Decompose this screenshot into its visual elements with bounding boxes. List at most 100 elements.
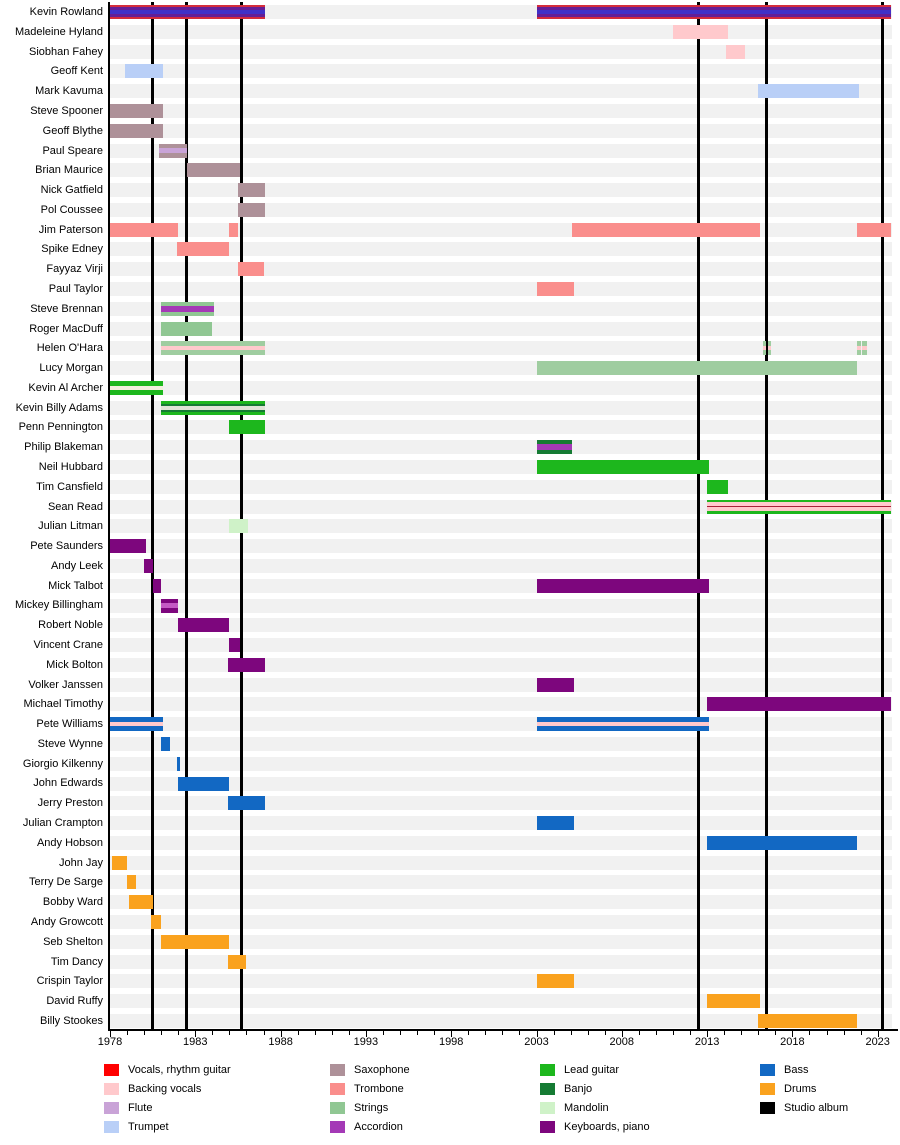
legend-swatch-mandolin — [540, 1102, 555, 1114]
timeline-bar — [536, 677, 575, 692]
legend-swatch-trombone — [330, 1083, 345, 1095]
legend-label: Studio album — [784, 1102, 849, 1114]
member-label: Philip Blakeman — [24, 441, 103, 454]
timeline-bar — [110, 717, 163, 732]
member-label: Penn Pennington — [18, 421, 103, 434]
timeline-bar — [763, 341, 767, 356]
bar-stripe-flute — [159, 147, 187, 154]
bar-stripe-strings_light — [763, 341, 767, 347]
bar-stripe-keys — [152, 578, 162, 593]
bar-stripe-trombone — [536, 282, 575, 297]
timeline-bar — [229, 638, 240, 653]
legend-swatch-album — [760, 1102, 775, 1114]
studio-album-line — [185, 2, 189, 1029]
timeline-bar — [178, 776, 230, 791]
legend-label: Backing vocals — [128, 1083, 202, 1095]
bar-stripe-lead — [229, 420, 266, 435]
bar-stripe-bass — [161, 736, 170, 751]
bar-stripe-backing — [110, 722, 163, 727]
bar-stripe-keys — [178, 618, 230, 633]
timeline-bar — [767, 341, 771, 356]
row-lane — [110, 756, 892, 771]
member-label: Siobhan Fahey — [29, 45, 103, 58]
axis-tick-label: 1993 — [353, 1036, 379, 1048]
axis-minor-tick — [741, 1031, 743, 1035]
member-label: Terry De Sarge — [29, 876, 103, 889]
member-label: Mick Talbot — [48, 579, 103, 592]
legend-swatch-bass — [760, 1064, 775, 1076]
bar-stripe-rowland_purple — [536, 7, 892, 11]
legend-label: Bass — [784, 1064, 809, 1076]
row-lane — [110, 657, 892, 672]
bar-stripe-lead — [536, 460, 709, 475]
bar-stripe-drums — [111, 855, 128, 870]
bar-stripe-backing — [161, 346, 266, 351]
axis-minor-tick — [331, 1031, 333, 1035]
row-lane — [110, 736, 892, 751]
row-lane — [110, 835, 892, 850]
bar-stripe-drums — [758, 1013, 858, 1028]
axis-major-tick — [365, 1031, 367, 1037]
axis-major-tick — [195, 1031, 197, 1037]
legend-label: Mandolin — [564, 1102, 609, 1114]
bar-stripe-bass — [227, 796, 266, 811]
bar-stripe-strings_light — [767, 341, 771, 347]
bar-stripe-strings_light — [862, 350, 868, 356]
member-label: Pete Saunders — [30, 540, 103, 553]
legend-item-strings: Strings — [330, 1100, 388, 1116]
bar-stripe-backing — [763, 346, 767, 351]
bar-stripe-keys — [536, 677, 575, 692]
axis-minor-tick — [553, 1031, 555, 1035]
legend-label: Drums — [784, 1083, 817, 1095]
axis-major-tick — [280, 1031, 282, 1037]
timeline-bar — [857, 222, 892, 237]
timeline-bar — [758, 1013, 858, 1028]
bar-stripe-lead — [707, 479, 728, 494]
axis-minor-tick — [297, 1031, 299, 1035]
timeline-bar — [176, 242, 230, 257]
legend-swatch-accordion — [330, 1121, 345, 1133]
row-lane — [110, 242, 892, 257]
axis-major-tick — [451, 1031, 453, 1037]
bar-stripe-trumpet — [758, 84, 859, 99]
row-lane — [110, 974, 892, 989]
row-lane — [110, 44, 892, 59]
axis-tick-label: 1978 — [97, 1036, 123, 1048]
bar-stripe-vocals_stripe — [110, 17, 266, 20]
member-label: Kevin Billy Adams — [15, 401, 103, 414]
axis-minor-tick — [314, 1031, 316, 1035]
timeline-bar — [127, 875, 136, 890]
row-lane — [110, 578, 892, 593]
timeline-bar — [229, 222, 238, 237]
timeline-bar — [110, 380, 163, 395]
member-label: Pete Williams — [36, 718, 103, 731]
row-lane — [110, 539, 892, 554]
axis-minor-tick — [212, 1031, 214, 1035]
row-lane — [110, 183, 892, 198]
axis-minor-tick — [587, 1031, 589, 1035]
member-label: Tim Cansfield — [36, 480, 103, 493]
row-lane — [110, 262, 892, 277]
bar-stripe-strings_light — [856, 341, 861, 347]
bar-stripe-strings_light — [536, 361, 858, 376]
timeline-bar — [536, 974, 575, 989]
timeline-bar — [161, 736, 170, 751]
timeline-bar — [110, 123, 163, 138]
row-lane — [110, 618, 892, 633]
studio-album-line — [239, 2, 243, 1029]
timeline-bar — [150, 914, 162, 929]
row-lane — [110, 420, 892, 435]
axis-minor-tick — [246, 1031, 248, 1035]
legend-swatch-lead — [540, 1064, 555, 1076]
bar-stripe-rowland_purple — [536, 14, 892, 18]
bar-stripe-keys — [227, 657, 266, 672]
axis-tick-label: 2023 — [865, 1036, 890, 1048]
timeline-bar — [536, 816, 575, 831]
member-label: Madeleine Hyland — [14, 25, 103, 38]
row-lane — [110, 64, 892, 79]
member-label: Geoff Kent — [50, 65, 103, 78]
legend-swatch-sax — [330, 1064, 345, 1076]
axis-minor-tick — [724, 1031, 726, 1035]
timeline-bar — [707, 994, 760, 1009]
legend-swatch-banjo — [540, 1083, 555, 1095]
